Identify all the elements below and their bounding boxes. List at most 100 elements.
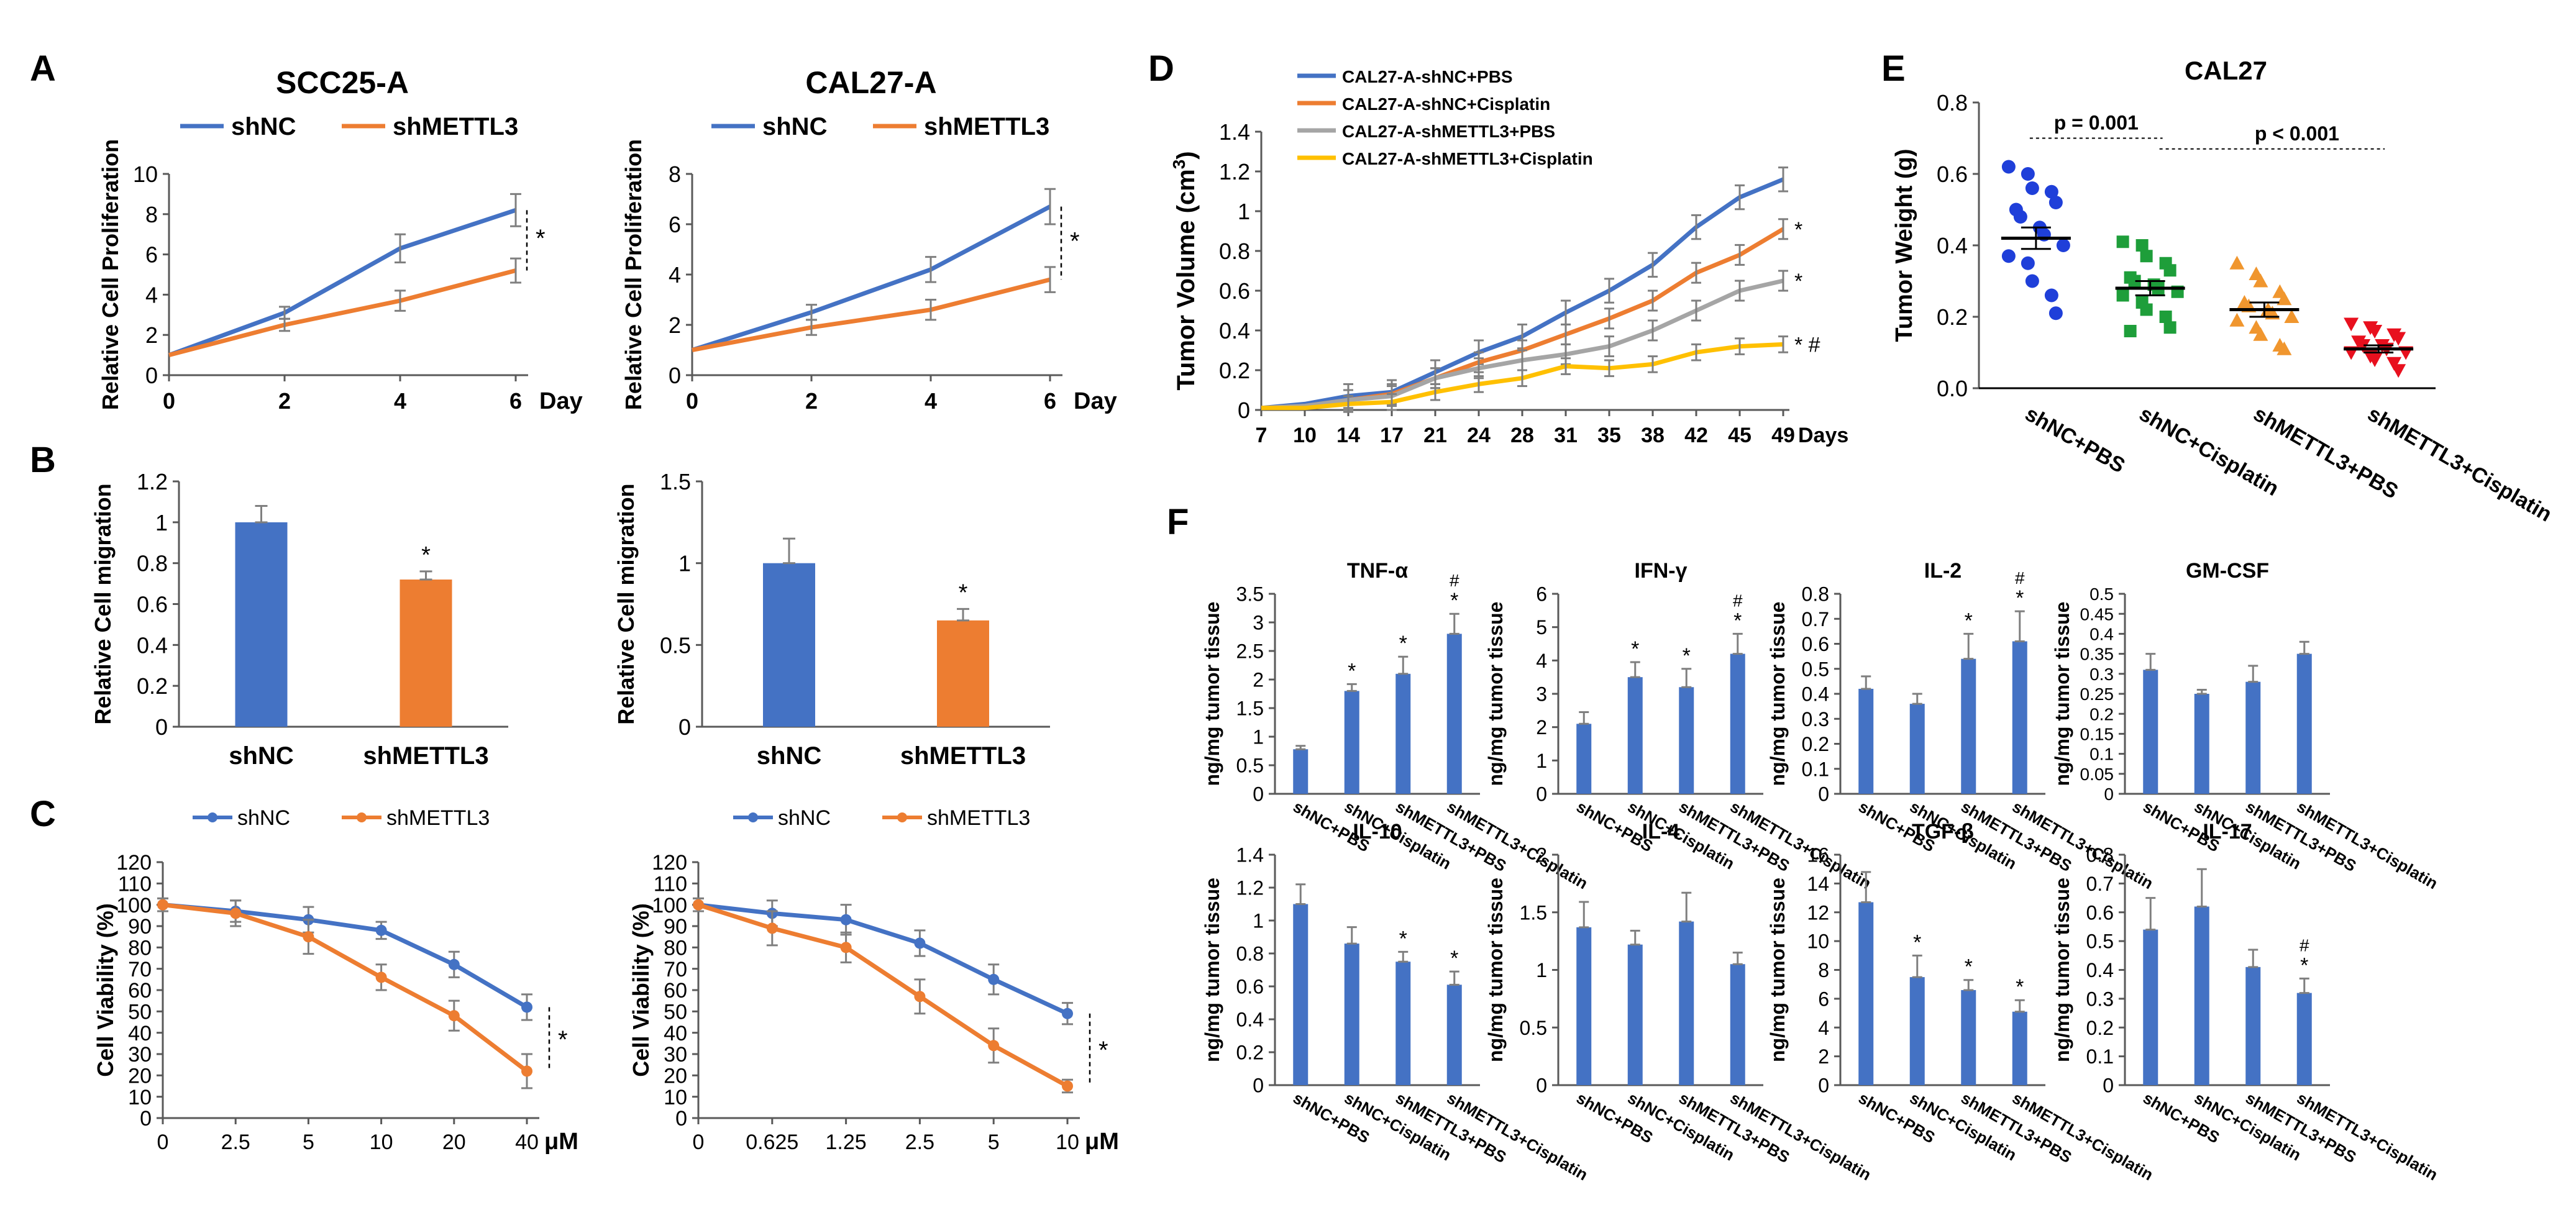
chart-f7-title: TGF-β bbox=[1912, 820, 1974, 844]
chart-c2-y-tick-label: 0 bbox=[675, 1107, 687, 1130]
chart-d-significance-mark: * bbox=[1794, 270, 1802, 293]
chart-f3-title: IL-2 bbox=[1924, 559, 1962, 583]
chart-c2-legend-marker bbox=[897, 812, 907, 822]
chart-b2-y-axis-label: Relative Cell migration bbox=[613, 483, 639, 724]
chart-c1-x-tick-label: 20 bbox=[442, 1130, 466, 1154]
chart-f2-bar bbox=[1627, 677, 1643, 794]
chart-a2-x-tick-label: 4 bbox=[925, 388, 937, 414]
chart-e-data-point bbox=[2044, 288, 2058, 302]
chart-d-x-tick-label: 24 bbox=[1467, 424, 1491, 447]
chart-a1-x-tick-label: 2 bbox=[278, 388, 291, 414]
chart-d-significance-mark: * # bbox=[1794, 333, 1820, 357]
chart-f1-bar bbox=[1446, 634, 1462, 794]
chart-a2-series-line bbox=[691, 204, 1051, 352]
chart-f3-y-axis-label: ng/mg tumor tissue bbox=[1766, 602, 1789, 786]
chart-f1-bar bbox=[1344, 691, 1359, 794]
chart-d-y-tick-label: 0.6 bbox=[1219, 278, 1250, 304]
chart-e-data-point bbox=[2025, 181, 2039, 195]
chart-f1-y-tick-label: 2.5 bbox=[1236, 640, 1264, 663]
chart-a1-y-tick-label: 2 bbox=[145, 322, 158, 348]
chart-f8-y-tick-label: 0 bbox=[2103, 1075, 2114, 1097]
chart-f3-y-tick-label: 0.6 bbox=[1802, 633, 1829, 655]
chart-f6-y-tick-label: 0 bbox=[1536, 1075, 1547, 1097]
chart-f8-y-tick-label: 0.3 bbox=[2086, 988, 2114, 1010]
chart-c1-x-tick-label: 0 bbox=[157, 1130, 169, 1154]
chart-f7-y-tick-label: 6 bbox=[1818, 988, 1829, 1010]
chart-f5-y-tick-label: 0.8 bbox=[1236, 943, 1264, 965]
chart-c2-data-point bbox=[766, 922, 778, 934]
chart-f7-y-tick-label: 12 bbox=[1807, 901, 1829, 924]
chart-c1-y-tick-label: 30 bbox=[128, 1043, 152, 1067]
chart-f8-y-tick-label: 0.6 bbox=[2086, 901, 2114, 924]
chart-f2-significance-mark-hash: # bbox=[1733, 591, 1743, 610]
chart-d-x-tick-label: 49 bbox=[1771, 424, 1795, 447]
chart-b2-bar bbox=[937, 620, 989, 727]
chart-a2-x-tick-label: 2 bbox=[805, 388, 818, 414]
chart-e-data-point bbox=[2021, 256, 2035, 270]
chart-f7-significance-mark: * bbox=[1965, 955, 1973, 979]
chart-f8-y-tick-label: 0.1 bbox=[2086, 1045, 2114, 1068]
chart-c1-x-unit: μM bbox=[544, 1129, 578, 1155]
chart-f7-bar bbox=[2012, 1011, 2027, 1085]
chart-c2-y-tick-label: 40 bbox=[664, 1022, 687, 1045]
chart-a1-x-tick-label: 4 bbox=[394, 388, 406, 414]
chart-e-data-point bbox=[2135, 239, 2149, 252]
panel-letter-e: E bbox=[1881, 48, 1906, 89]
chart-c1-y-tick-label: 60 bbox=[128, 979, 152, 1003]
chart-e-y-tick-label: 0.6 bbox=[1937, 161, 1968, 187]
chart-b1-y-tick-label: 0.8 bbox=[137, 551, 168, 576]
chart-c2-data-point bbox=[914, 991, 926, 1003]
chart-e-data-point bbox=[2391, 332, 2406, 346]
chart-c1-data-point bbox=[448, 958, 460, 970]
chart-f3-significance-mark-hash: # bbox=[2015, 568, 2025, 588]
chart-e-data-point bbox=[2386, 357, 2402, 371]
chart-f2-y-axis-label: ng/mg tumor tissue bbox=[1484, 602, 1507, 786]
chart-f7-bar bbox=[1858, 902, 1874, 1085]
chart-e-data-point bbox=[2229, 312, 2245, 327]
chart-f1-significance-mark: * bbox=[1348, 659, 1356, 683]
chart-f5-title: IL-10 bbox=[1353, 820, 1402, 844]
chart-f7-y-tick-label: 2 bbox=[1818, 1045, 1829, 1068]
chart-c2-y-tick-label: 20 bbox=[664, 1065, 687, 1088]
chart-c2-data-point bbox=[988, 973, 1000, 985]
chart-d-x-tick-label: 14 bbox=[1336, 424, 1360, 447]
chart-f4-y-tick-label: 0.2 bbox=[2090, 704, 2114, 724]
chart-f5-y-axis-label: ng/mg tumor tissue bbox=[1201, 878, 1223, 1062]
chart-d-y-tick-label: 0.8 bbox=[1219, 239, 1250, 264]
chart-f4-bar bbox=[2245, 681, 2261, 794]
chart-c1-x-tick-label: 5 bbox=[303, 1130, 314, 1154]
chart-c1-legend-marker bbox=[208, 812, 217, 822]
chart-d-y-tick-label: 0 bbox=[1238, 398, 1250, 423]
chart-c2-series-line bbox=[698, 903, 1069, 1016]
chart-a2-legend-label: shNC bbox=[762, 113, 827, 140]
chart-a2-y-tick-label: 0 bbox=[669, 363, 681, 388]
chart-b2-x-tick-label: shMETTL3 bbox=[900, 742, 1026, 770]
chart-c2-data-point bbox=[840, 914, 852, 926]
chart-c2-data-point bbox=[988, 1040, 1000, 1052]
chart-f5-y-tick-label: 0 bbox=[1253, 1075, 1264, 1097]
chart-f6-y-tick-label: 0.5 bbox=[1520, 1017, 1547, 1039]
chart-f4-y-tick-label: 0.05 bbox=[2080, 765, 2114, 784]
chart-f2-title: IFN-γ bbox=[1635, 559, 1688, 583]
chart-e-p-value: p = 0.001 bbox=[2054, 112, 2139, 134]
chart-a2-x-tick-label: 0 bbox=[686, 388, 698, 414]
chart-f3-y-tick-label: 0.3 bbox=[1802, 708, 1829, 730]
chart-b2-y-tick-label: 0.5 bbox=[660, 632, 691, 658]
chart-e-data-point bbox=[2048, 196, 2063, 209]
chart-c2-legend-label: shNC bbox=[778, 806, 831, 830]
chart-d-y-tick-label: 1.4 bbox=[1219, 119, 1250, 145]
chart-c1-y-tick-label: 70 bbox=[128, 958, 152, 981]
chart-f3-significance-mark: * bbox=[2016, 586, 2024, 610]
chart-c1-series-line bbox=[162, 903, 529, 1073]
chart-e-y-tick-label: 0.8 bbox=[1937, 90, 1968, 116]
chart-f2-significance-mark: * bbox=[1631, 637, 1639, 661]
chart-b1-x-tick-label: shMETTL3 bbox=[363, 742, 488, 770]
chart-e-data-point bbox=[2229, 255, 2245, 270]
chart-c1-data-point bbox=[521, 1065, 532, 1077]
chart-f8-y-tick-label: 0.2 bbox=[2086, 1017, 2114, 1039]
chart-f1-y-tick-label: 1 bbox=[1253, 726, 1264, 748]
chart-c1-y-tick-label: 120 bbox=[116, 851, 152, 875]
chart-f6-bar bbox=[1730, 964, 1745, 1085]
chart-c1-legend-label: shNC bbox=[237, 806, 290, 830]
chart-a1-x-tick-label: 6 bbox=[509, 388, 522, 414]
